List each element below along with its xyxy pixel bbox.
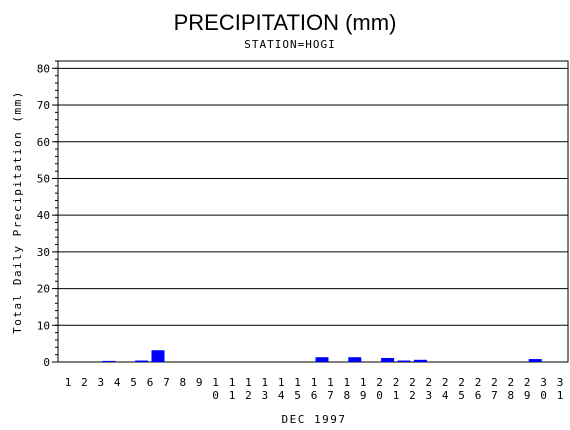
x-tick-label: 7 <box>491 389 498 402</box>
x-tick-label: 2 <box>393 376 400 389</box>
chart-subtitle: STATION=HOGI <box>244 38 335 51</box>
x-tick-label: 1 <box>65 376 72 389</box>
x-tick-label: 3 <box>425 389 432 402</box>
x-tick-label: 1 <box>278 376 285 389</box>
x-tick-label: 8 <box>507 389 514 402</box>
y-axis: 0 10 20 30 40 50 60 70 80 <box>37 60 58 369</box>
x-tick-label: 1 <box>327 376 334 389</box>
x-tick-label: 4 <box>114 376 121 389</box>
x-tick-label: 5 <box>130 376 137 389</box>
x-tick-label: 1 <box>311 376 318 389</box>
y-tick-label: 50 <box>37 172 50 185</box>
chart-title: PRECIPITATION (mm) <box>174 10 397 35</box>
y-tick-label: 80 <box>37 62 50 75</box>
x-tick-label: 2 <box>425 376 432 389</box>
x-tick-label: 6 <box>147 376 154 389</box>
y-tick-label: 70 <box>37 99 50 112</box>
x-tick-label: 2 <box>458 376 465 389</box>
x-tick-label: 8 <box>179 376 186 389</box>
x-tick-label: 4 <box>278 389 285 402</box>
x-tick-label: 3 <box>261 389 268 402</box>
bars <box>102 350 542 362</box>
bar-day-16 <box>315 357 329 362</box>
bar-day-22 <box>413 359 427 362</box>
y-tick-label: 20 <box>37 283 50 296</box>
bar-day-29 <box>528 359 542 362</box>
x-tick-label: 2 <box>524 376 531 389</box>
x-tick-label: 2 <box>409 389 416 402</box>
x-tick-label: 9 <box>196 376 203 389</box>
x-tick-label: 1 <box>557 389 564 402</box>
y-tick-label: 40 <box>37 209 50 222</box>
x-tick-label: 1 <box>245 376 252 389</box>
x-tick-label: 2 <box>409 376 416 389</box>
x-tick-label: 3 <box>557 376 564 389</box>
y-tick-label: 30 <box>37 246 50 259</box>
x-tick-label: 1 <box>212 376 219 389</box>
x-axis-label: DEC 1997 <box>282 413 347 426</box>
x-tick-label: 3 <box>97 376 104 389</box>
x-tick-label: 0 <box>540 389 547 402</box>
bar-day-5 <box>135 360 149 362</box>
x-tick-label: 9 <box>360 389 367 402</box>
x-tick-label: 2 <box>442 376 449 389</box>
x-tick-label: 1 <box>294 376 301 389</box>
x-tick-label: 1 <box>261 376 268 389</box>
x-tick-label: 6 <box>311 389 318 402</box>
y-tick-label: 60 <box>37 136 50 149</box>
bar-day-3 <box>102 360 116 362</box>
x-tick-label: 3 <box>540 376 547 389</box>
y-tick-label: 10 <box>37 319 50 332</box>
bar-day-18 <box>348 357 362 362</box>
x-tick-label: 1 <box>343 376 350 389</box>
x-tick-label: 2 <box>376 376 383 389</box>
x-tick-label: 7 <box>163 376 170 389</box>
x-axis: 1 2 3 4 5 6 7 8 9 1011121314151617181920212223242… <box>65 376 564 402</box>
x-tick-label: 4 <box>442 389 449 402</box>
x-tick-label: 1 <box>393 389 400 402</box>
x-tick-label: 2 <box>507 376 514 389</box>
x-tick-label: 6 <box>475 389 482 402</box>
x-tick-label: 9 <box>524 389 531 402</box>
x-tick-label: 0 <box>212 389 219 402</box>
gridlines <box>58 67 568 326</box>
y-axis-label: Total Daily Precipitation (mm) <box>11 90 24 334</box>
x-tick-label: 8 <box>343 389 350 402</box>
x-tick-label: 1 <box>229 389 236 402</box>
x-tick-label: 5 <box>294 389 301 402</box>
x-tick-label: 2 <box>475 376 482 389</box>
x-tick-label: 2 <box>491 376 498 389</box>
bar-day-6 <box>151 350 165 362</box>
bar-day-20 <box>381 357 395 362</box>
x-tick-label: 2 <box>245 389 252 402</box>
y-tick-label: 0 <box>43 356 50 369</box>
x-tick-label: 2 <box>81 376 88 389</box>
bar-day-21 <box>397 360 411 362</box>
x-tick-label: 7 <box>327 389 334 402</box>
x-tick-label: 0 <box>376 389 383 402</box>
x-tick-label: 5 <box>458 389 465 402</box>
x-tick-label: 1 <box>360 376 367 389</box>
plot-area-frame <box>57 60 569 363</box>
x-tick-label: 1 <box>229 376 236 389</box>
